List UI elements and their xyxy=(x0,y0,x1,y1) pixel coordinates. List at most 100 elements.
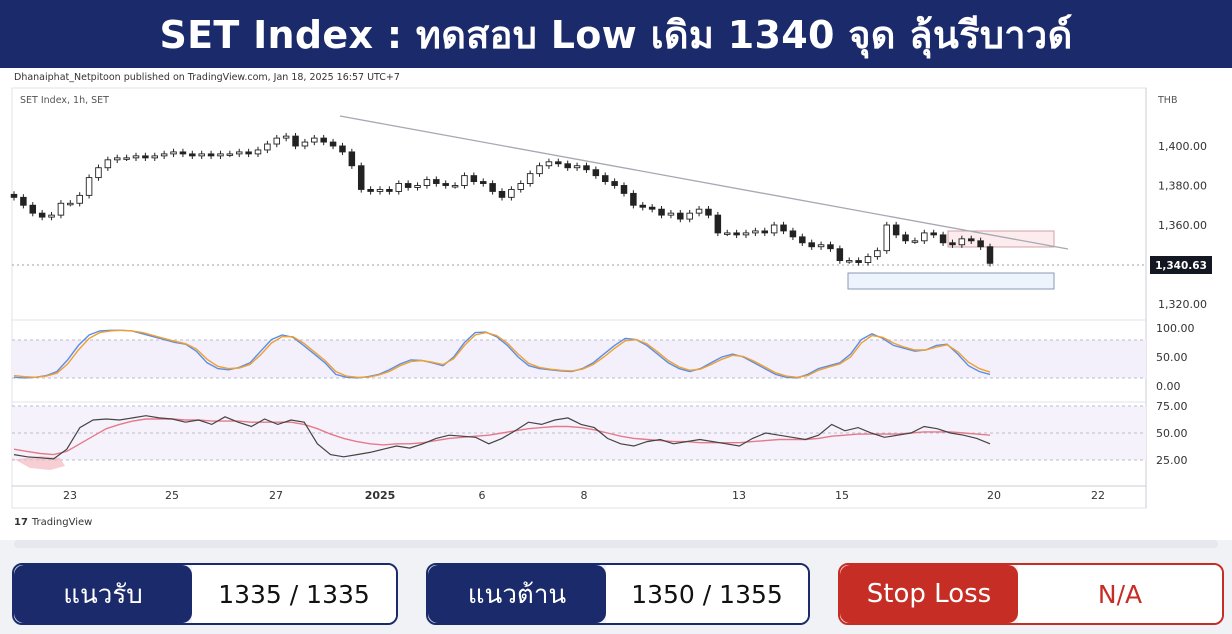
candle xyxy=(348,148,356,169)
candle xyxy=(789,227,797,241)
candle xyxy=(658,206,665,219)
candle xyxy=(498,188,506,201)
last-price-tag: 1,340.63 xyxy=(1150,256,1212,274)
candle xyxy=(601,172,609,185)
candle xyxy=(921,229,928,244)
candle xyxy=(630,190,637,209)
candle xyxy=(104,156,112,171)
candle xyxy=(902,231,909,244)
candle xyxy=(799,233,806,246)
candle xyxy=(339,142,346,156)
resistance-value: 1350 / 1355 xyxy=(606,565,808,623)
stoploss-value: N/A xyxy=(1018,565,1222,623)
price-tick-label: 1,400.00 xyxy=(1158,140,1207,153)
support-value: 1335 / 1335 xyxy=(192,565,396,623)
candle xyxy=(442,180,449,189)
chart-panel xyxy=(0,68,1232,540)
chart-attribution: Dhanaiphat_Netpitoon published on Tradin… xyxy=(14,72,400,83)
candle xyxy=(573,162,581,171)
time-tick-label: 23 xyxy=(63,489,77,502)
candle xyxy=(301,138,309,150)
candle xyxy=(329,138,337,150)
candle xyxy=(423,176,431,189)
candle xyxy=(189,150,196,160)
candle xyxy=(48,211,55,221)
rsi-tick-label: 75.00 xyxy=(1156,400,1188,413)
candle xyxy=(67,200,74,207)
candle xyxy=(489,180,496,195)
candle xyxy=(273,134,281,148)
candle xyxy=(827,241,834,252)
candle xyxy=(76,192,83,207)
time-tick-label: 2025 xyxy=(365,489,396,502)
candle xyxy=(967,235,975,244)
candle xyxy=(20,194,27,209)
stoch-tick-label: 0.00 xyxy=(1156,380,1181,393)
candle xyxy=(433,176,440,187)
resistance-box: แนวต้าน 1350 / 1355 xyxy=(426,563,810,625)
stoch-axis: 100.00 50.00 0.00 xyxy=(1156,322,1195,393)
stoch-k-line xyxy=(13,329,991,379)
candle xyxy=(545,158,553,169)
stoch-tick-label: 100.00 xyxy=(1156,322,1195,335)
candle xyxy=(770,221,778,237)
tradingview-logo: 17 TradingView xyxy=(14,517,92,528)
candle xyxy=(555,158,562,167)
candle xyxy=(949,239,956,248)
time-axis: 23 25 27 2025 6 8 13 15 20 22 xyxy=(63,489,1105,502)
price-tick-label: 1,360.00 xyxy=(1158,219,1207,232)
candle xyxy=(395,180,403,195)
symbol-label: SET Index, 1h, SET xyxy=(20,95,109,106)
candle xyxy=(151,152,159,162)
candle xyxy=(892,221,900,239)
rsi-fill xyxy=(12,456,65,470)
candle xyxy=(536,162,543,177)
currency-label: THB xyxy=(1157,95,1177,106)
stoch-panel xyxy=(12,329,1146,379)
chart-svg: SET Index, 1h, SET THB 1,400.00 1,380.00 1… xyxy=(10,87,1212,509)
stoploss-label: Stop Loss xyxy=(840,565,1018,623)
candle xyxy=(780,221,787,235)
price-tick-label: 1,320.00 xyxy=(1158,298,1207,311)
page-title: SET Index : ทดสอบ Low เดิม 1340 จุด ลุ้น… xyxy=(159,12,1073,57)
candle xyxy=(564,160,571,171)
candle xyxy=(761,227,769,237)
time-tick-label: 22 xyxy=(1091,489,1105,502)
candle xyxy=(264,140,271,154)
candle xyxy=(414,182,421,191)
candle xyxy=(282,132,290,142)
candle xyxy=(517,180,525,193)
candle xyxy=(808,239,815,250)
candle xyxy=(29,202,37,217)
candle xyxy=(686,209,693,223)
support-label: แนวรับ xyxy=(14,565,192,623)
candle xyxy=(217,150,224,160)
candle xyxy=(357,162,365,193)
candle xyxy=(883,221,891,254)
candle xyxy=(742,229,750,239)
time-tick-label: 20 xyxy=(987,489,1001,502)
chart-scrollbar[interactable] xyxy=(14,540,1218,548)
support-box: แนวรับ 1335 / 1335 xyxy=(12,563,398,625)
rsi-tick-label: 50.00 xyxy=(1156,427,1188,440)
candle xyxy=(198,150,205,160)
candle xyxy=(113,154,121,163)
time-tick-label: 8 xyxy=(581,489,588,502)
candle xyxy=(592,166,600,179)
candle xyxy=(667,209,675,219)
price-tick-label: 1,380.00 xyxy=(1158,180,1207,193)
candle xyxy=(386,186,393,195)
candle xyxy=(723,229,731,237)
time-tick-label: 6 xyxy=(479,489,486,502)
candle xyxy=(320,134,327,146)
resistance-label: แนวต้าน xyxy=(428,565,606,623)
candle xyxy=(845,257,853,264)
rsi-panel xyxy=(12,405,1146,470)
time-tick-label: 27 xyxy=(269,489,283,502)
candles-layer xyxy=(10,132,994,267)
candle xyxy=(245,148,252,158)
candle xyxy=(461,172,468,189)
candle xyxy=(170,148,177,158)
tradingview-label: TradingView xyxy=(31,517,93,528)
candle xyxy=(311,134,318,146)
